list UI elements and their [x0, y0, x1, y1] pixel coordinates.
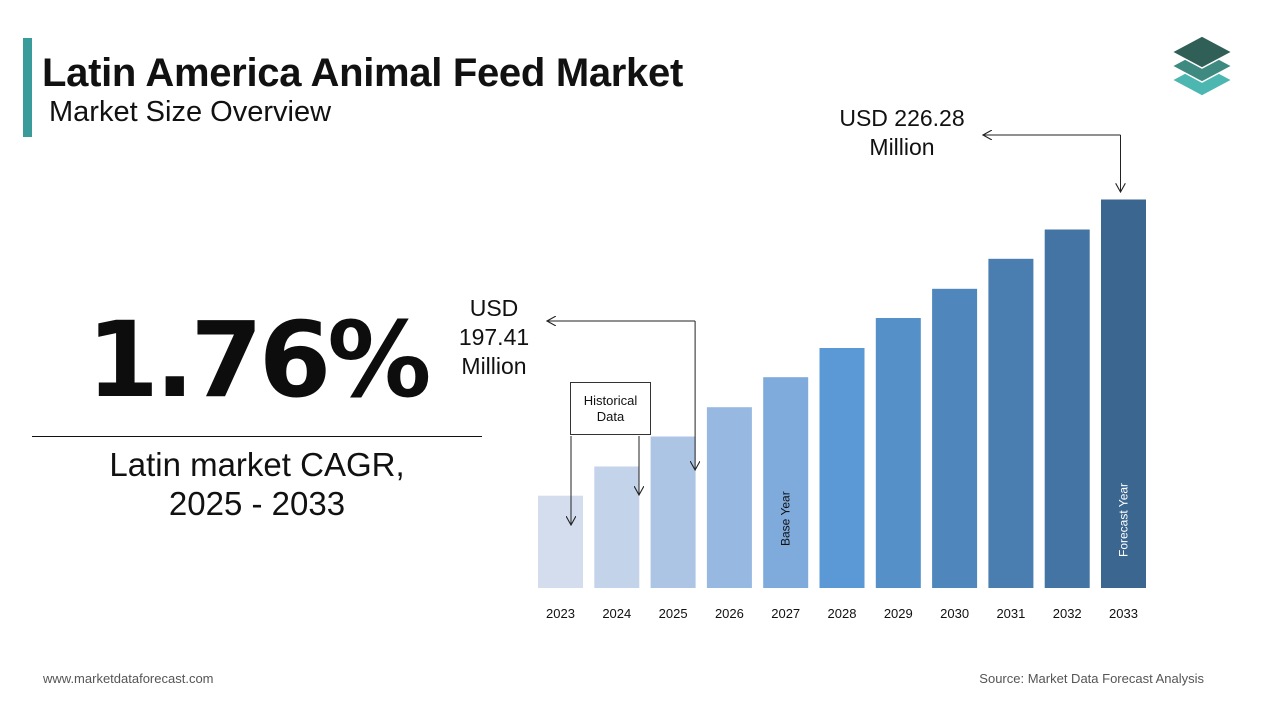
x-tick-label-2025: 2025	[659, 606, 688, 621]
bar-2032	[1045, 230, 1090, 589]
x-tick-label-2028: 2028	[828, 606, 857, 621]
x-tick-label-2027: 2027	[771, 606, 800, 621]
bar-2031	[988, 259, 1033, 588]
x-tick-label-2031: 2031	[996, 606, 1025, 621]
bar-2030	[932, 289, 977, 588]
x-tick-labels-layer: 2023 2024 2025 2026 2027 2028 2029 2030 2031 2032…	[546, 606, 1138, 621]
x-tick-label-2033: 2033	[1109, 606, 1138, 621]
bar-2025	[651, 437, 696, 589]
footer-website: www.marketdataforecast.com	[43, 671, 214, 686]
bar-2023	[538, 496, 583, 588]
x-tick-label-2024: 2024	[602, 606, 631, 621]
bar-2029	[876, 318, 921, 588]
x-tick-label-2032: 2032	[1053, 606, 1082, 621]
footer-source: Source: Market Data Forecast Analysis	[979, 671, 1204, 686]
x-tick-label-2026: 2026	[715, 606, 744, 621]
x-tick-label-2029: 2029	[884, 606, 913, 621]
bar-2024	[594, 467, 639, 589]
x-tick-label-2030: 2030	[940, 606, 969, 621]
bar-2027	[763, 377, 808, 588]
start-value-callout: USD 197.41 Million	[448, 294, 540, 381]
historical-data-box: Historical Data	[570, 382, 651, 435]
x-tick-label-2023: 2023	[546, 606, 575, 621]
end-value-callout: USD 226.28 Million	[820, 104, 984, 162]
forecast-year-label: Forecast Year	[1117, 483, 1131, 557]
historical-data-label: Historical Data	[584, 393, 637, 425]
base-year-label: Base Year	[779, 491, 793, 546]
bar-2026	[707, 407, 752, 588]
bar-2028	[820, 348, 865, 588]
